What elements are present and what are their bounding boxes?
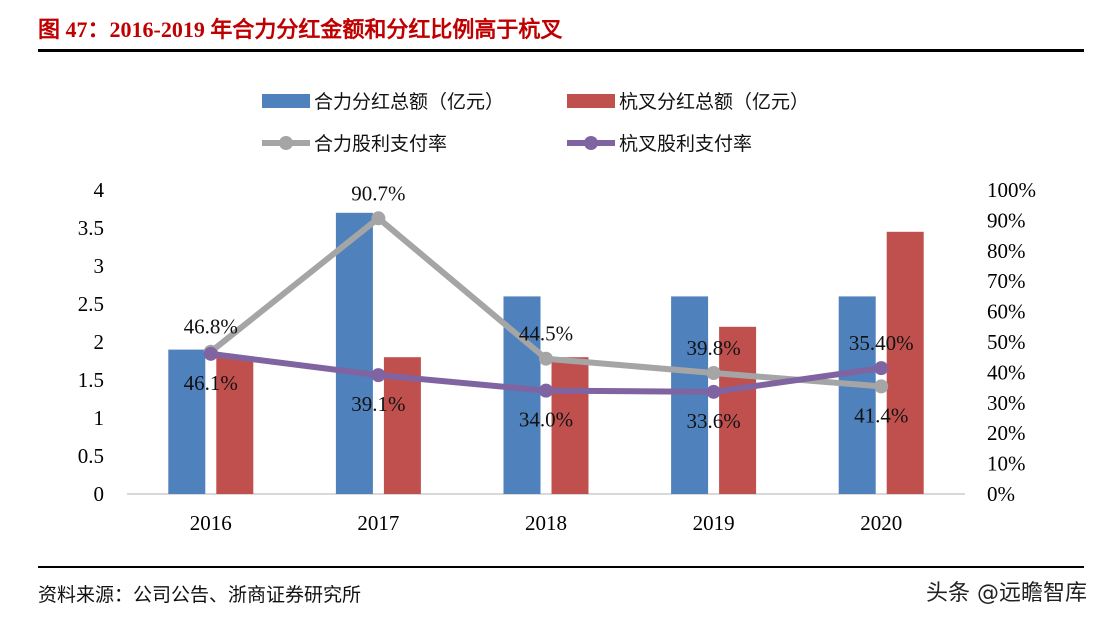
y-left-tick-label: 1.5 [78,368,104,392]
point-hangcha-2020 [874,361,889,376]
y-left-tick-label: 2.5 [78,292,104,316]
y-left-tick-label: 1 [94,406,105,430]
bar-heli-2020 [838,296,876,494]
data-label-heli-2019: 39.8% [686,336,740,360]
x-tick-label: 2016 [190,511,232,535]
legend-marker-3 [584,136,598,150]
point-hangcha-2017 [371,368,386,383]
bar-hangcha-2016 [216,357,254,494]
y-right-tick-label: 80% [987,239,1026,263]
axes: 00.511.522.533.540%10%20%30%40%50%60%70%… [78,178,1036,535]
x-tick-label: 2019 [693,511,735,535]
bar-heli-2016 [168,349,206,494]
point-heli-2019 [706,366,721,381]
y-left-tick-label: 3.5 [78,216,104,240]
chart: 合力分红总额（亿元） 杭叉分红总额（亿元） 合力股利支付率 杭叉股利支付率 0 0.5 1… [78,91,1036,535]
point-hangcha-2019 [706,384,721,399]
y-right-tick-label: 30% [987,391,1026,415]
y-left-tick-label: 2 [94,330,105,354]
y-right-tick-label: 50% [987,330,1026,354]
y-right-tick-label: 40% [987,360,1026,384]
data-labels: 46.8% 90.7% 44.5% 39.8% 41.4% 46.1% 39.1% 34.0%… [184,181,914,433]
data-label-hangcha-2019: 33.6% [686,409,740,433]
point-hangcha-2016 [203,346,218,361]
bar-heli-2017 [335,212,373,495]
data-label-hangcha-2017: 39.1% [351,392,405,416]
x-tick-label: 2020 [860,511,902,535]
data-label-hangcha-2018: 34.0% [519,408,573,432]
bottom-rule [38,566,1084,568]
data-label-hangcha-2016: 46.1% [184,371,238,395]
legend: 合力分红总额（亿元） 杭叉分红总额（亿元） 合力股利支付率 杭叉股利支付率 [262,91,809,155]
legend-swatch-0 [262,94,310,108]
y-right-tick-label: 100% [987,178,1036,202]
x-tick-label: 2018 [525,511,567,535]
point-hangcha-2018 [539,383,553,398]
lines [203,211,889,399]
legend-label-0: 合力分红总额（亿元） [314,91,504,113]
top-rule [38,49,1084,52]
bar-hangcha-2019 [719,326,757,494]
y-right-tick-label: 70% [987,269,1026,293]
x-tick-label: 2017 [357,511,399,535]
legend-label-3: 杭叉股利支付率 [619,133,752,155]
watermark: 头条 @远瞻智库 [926,581,1087,606]
y-left-tick-label: 3 [94,254,105,278]
y-right-tick-label: 90% [987,208,1026,232]
y-right-tick-label: 0% [987,482,1015,506]
data-label-heli-2017: 90.7% [351,181,405,205]
point-heli-2017 [371,211,386,226]
y-right-tick-label: 20% [987,421,1026,445]
legend-label-1: 杭叉分红总额（亿元） [619,91,809,113]
bar-hangcha-2020 [886,231,924,495]
legend-swatch-1 [567,94,615,108]
y-right-tick-label: 60% [987,300,1026,324]
y-left-tick-label: 4 [94,178,105,202]
point-heli-2020 [874,379,889,394]
legend-marker-2 [279,136,293,150]
bars [168,212,924,495]
legend-label-2: 合力股利支付率 [314,133,447,155]
figure-title: 图 47：2016-2019 年合力分红金额和分红比例高于杭叉 [38,17,563,42]
source-note: 资料来源：公司公告、浙商证券研究所 [38,584,362,606]
data-label-heli-2018: 44.5% [519,322,573,346]
point-heli-2018 [539,351,553,366]
data-label-heli-2016: 46.8% [184,315,238,339]
data-label-heli-2020: 41.4% [854,403,908,427]
y-left-tick-label: 0 [94,482,105,506]
y-left-tick-label: 0.5 [78,444,104,468]
y-right-tick-label: 10% [987,452,1026,476]
bar-heli-2019 [671,296,709,494]
bar-hangcha-2018 [551,357,589,494]
data-label-hangcha-2020: 35.40% [849,331,914,355]
